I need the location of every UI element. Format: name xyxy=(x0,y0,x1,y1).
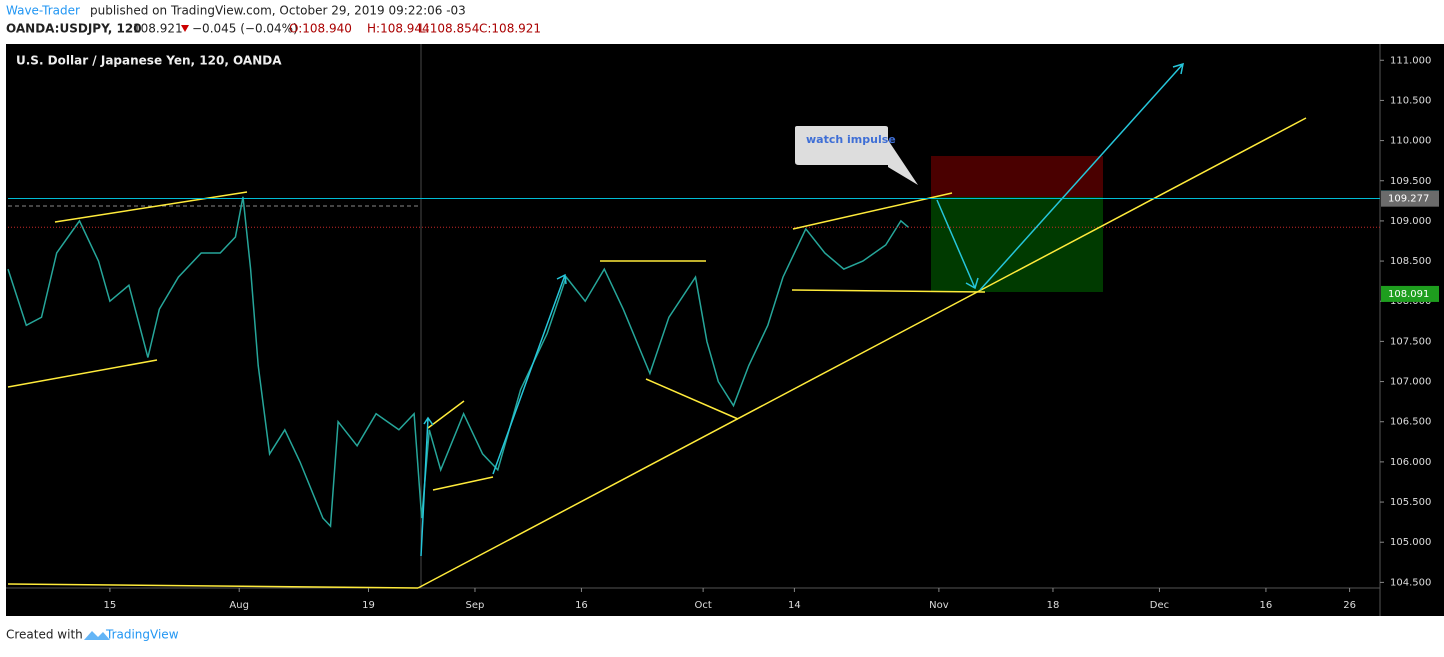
x-tick-label: 16 xyxy=(575,600,588,611)
x-tick-label: Oct xyxy=(694,600,711,611)
annotation: watch impulse xyxy=(806,133,896,146)
brand[interactable]: TradingView xyxy=(105,628,179,642)
y-tick-label: 108.500 xyxy=(1390,256,1431,267)
x-tick-label: Aug xyxy=(229,600,249,611)
y-tick-label: 107.500 xyxy=(1390,336,1431,347)
y-tick-label: 104.500 xyxy=(1390,577,1431,588)
price-tag-label: 109.277 xyxy=(1388,194,1429,205)
stop-zone xyxy=(931,156,1103,197)
chart-title: U.S. Dollar / Japanese Yen, 120, OANDA xyxy=(16,54,282,68)
x-tick-label: 18 xyxy=(1047,600,1060,611)
high: H:108.944 xyxy=(367,22,430,36)
symbol: OANDA:USDJPY, 120 xyxy=(6,22,142,36)
y-tick-label: 106.000 xyxy=(1390,457,1431,468)
x-tick-label: 14 xyxy=(788,600,801,611)
y-tick-label: 106.500 xyxy=(1390,417,1431,428)
footer: Created with xyxy=(6,628,83,642)
logo xyxy=(84,631,110,640)
x-tick-label: 15 xyxy=(104,600,117,611)
plot xyxy=(7,44,1380,588)
x-tick-label: 19 xyxy=(362,600,375,611)
target-zone xyxy=(931,197,1103,292)
price-tag-label: 108.091 xyxy=(1388,289,1429,300)
y-tick-label: 110.500 xyxy=(1390,95,1431,106)
price-tag xyxy=(1381,285,1439,302)
last: 108.921 xyxy=(133,22,183,36)
x-tick-label: Dec xyxy=(1150,600,1169,611)
x-tick-label: Nov xyxy=(929,600,949,611)
close: C:108.921 xyxy=(479,22,541,36)
published: published on TradingView.com, October 29… xyxy=(90,4,466,18)
price-line-series xyxy=(7,196,909,528)
x-tick-label: 16 xyxy=(1260,600,1273,611)
x-tick-label: Sep xyxy=(466,600,485,611)
y-tick-label: 105.500 xyxy=(1390,497,1431,508)
y-tick-label: 109.000 xyxy=(1390,216,1431,227)
low: L:108.854 xyxy=(419,22,479,36)
y-tick-label: 111.000 xyxy=(1390,55,1431,66)
author[interactable]: Wave-Trader xyxy=(6,4,80,18)
open: O:108.940 xyxy=(289,22,352,36)
change: −0.045 (−0.04%) xyxy=(192,22,298,36)
callout xyxy=(795,126,918,185)
y-tick-label: 110.000 xyxy=(1390,136,1431,147)
y-tick-label: 107.000 xyxy=(1390,377,1431,388)
y-tick-label: 109.500 xyxy=(1390,176,1431,187)
x-tick-label: 26 xyxy=(1343,600,1356,611)
chart-bg xyxy=(6,44,1444,616)
price-tag xyxy=(1381,190,1439,207)
y-tick-label: 105.000 xyxy=(1390,537,1431,548)
down-arrow xyxy=(181,25,189,32)
